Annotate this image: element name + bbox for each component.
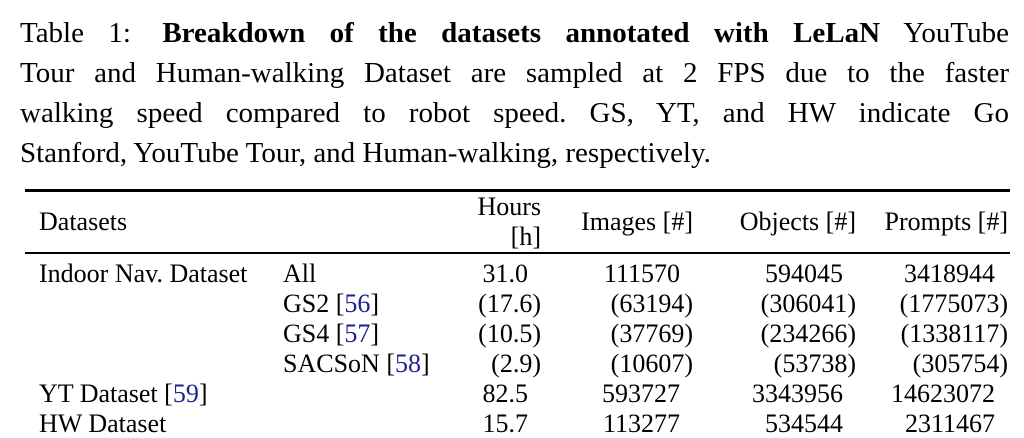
table-row-sacson: SACSoN [58] (2.9) (10607) (53738) (30575… xyxy=(25,349,1010,379)
images-cell: 111570 xyxy=(603,259,680,288)
images-cell: 113277 xyxy=(602,409,680,438)
subset-label: GS2 [ xyxy=(283,289,345,318)
header-row: Datasets Hours [h] Images [#] Objects [#… xyxy=(25,190,1010,254)
table-header: Datasets Hours [h] Images [#] Objects [#… xyxy=(25,190,1010,254)
caption-line-1-suffix: YouTube xyxy=(903,17,1009,49)
caption-line-4: Stanford, YouTube Tour, and Human-walkin… xyxy=(20,137,711,169)
objects-cell: 534544 xyxy=(765,409,843,438)
subset-label-post: ] xyxy=(370,289,380,318)
citation-link[interactable]: 57 xyxy=(344,319,371,348)
subset-cell: GS2 [56] xyxy=(283,289,448,319)
table-row-gs2: GS2 [56] (17.6) (63194) (306041) (177507… xyxy=(25,289,1010,319)
table-row-hw: HW Dataset 15.7 113277 534544 2311467 xyxy=(25,409,1010,438)
group-cell: Indoor Nav. Dataset xyxy=(25,253,283,289)
objects-cell: 3343956 xyxy=(752,379,843,408)
column-header-datasets: Datasets xyxy=(25,190,448,254)
table-row-indoor-all: Indoor Nav. Dataset All 31.0 111570 5940… xyxy=(25,253,1010,289)
subset-cell xyxy=(283,379,448,409)
objects-cell: (306041) xyxy=(760,289,856,318)
subset-label-post: ] xyxy=(420,349,430,378)
caption-title-bold: Breakdown of the datasets annotated with… xyxy=(162,17,881,49)
subset-cell xyxy=(283,409,448,438)
table-row-yt: YT Dataset [59] 82.5 593727 3343956 1462… xyxy=(25,379,1010,409)
table-caption: Table 1: Breakdown of the datasets annot… xyxy=(20,13,1009,173)
prompts-cell: 2311467 xyxy=(904,409,995,438)
group-cell xyxy=(25,289,283,319)
subset-label: GS4 [ xyxy=(283,319,345,348)
column-header-prompts: Prompts [#] xyxy=(856,190,1010,254)
prompts-cell: (305754) xyxy=(912,349,1008,378)
subset-cell: All xyxy=(283,253,448,289)
subset-label-post: ] xyxy=(370,319,380,348)
column-header-hours: Hours [h] xyxy=(448,190,541,254)
group-label-post: ] xyxy=(198,379,208,408)
citation-link[interactable]: 58 xyxy=(394,349,421,378)
hours-cell: 31.0 xyxy=(482,259,529,288)
prompts-cell: (1775073) xyxy=(899,289,1008,318)
subset-cell: SACSoN [58] xyxy=(283,349,448,379)
images-cell: (10607) xyxy=(610,349,693,378)
group-label: Indoor Nav. Dataset xyxy=(39,259,248,288)
group-cell xyxy=(25,349,283,379)
group-label: HW Dataset xyxy=(39,409,167,438)
objects-cell: (53738) xyxy=(773,349,856,378)
prompts-cell: 14623072 xyxy=(891,379,995,408)
table-body: Indoor Nav. Dataset All 31.0 111570 5940… xyxy=(25,253,1010,438)
hours-cell: (10.5) xyxy=(478,319,541,348)
caption-line-1: Table 1: Breakdown of the datasets annot… xyxy=(20,13,1009,53)
group-cell xyxy=(25,319,283,349)
subset-label: All xyxy=(283,259,317,288)
table-row-gs4: GS4 [57] (10.5) (37769) (234266) (133811… xyxy=(25,319,1010,349)
hours-cell: 82.5 xyxy=(482,379,529,408)
images-cell: 593727 xyxy=(602,379,680,408)
caption-line-3: walking speed compared to robot speed. G… xyxy=(20,97,1009,129)
hours-cell: 15.7 xyxy=(482,409,529,438)
prompts-cell: (1338117) xyxy=(900,319,1008,348)
citation-link[interactable]: 59 xyxy=(172,379,199,408)
hours-cell: (17.6) xyxy=(478,289,541,318)
prompts-cell: 3418944 xyxy=(904,259,995,288)
group-label: YT Dataset [ xyxy=(39,379,173,408)
group-cell: YT Dataset [59] xyxy=(25,379,283,409)
column-header-images: Images [#] xyxy=(541,190,693,254)
caption-label: Table 1: xyxy=(20,17,131,49)
objects-cell: (234266) xyxy=(760,319,856,348)
datasets-table: Datasets Hours [h] Images [#] Objects [#… xyxy=(25,189,1010,438)
column-header-objects: Objects [#] xyxy=(693,190,856,254)
caption-line-2: Tour and Human-walking Dataset are sampl… xyxy=(20,57,1009,89)
hours-cell: (2.9) xyxy=(491,349,541,378)
images-cell: (63194) xyxy=(610,289,693,318)
subset-label: SACSoN [ xyxy=(283,349,395,378)
group-cell: HW Dataset xyxy=(25,409,283,438)
citation-link[interactable]: 56 xyxy=(344,289,371,318)
subset-cell: GS4 [57] xyxy=(283,319,448,349)
images-cell: (37769) xyxy=(610,319,693,348)
objects-cell: 594045 xyxy=(765,259,843,288)
